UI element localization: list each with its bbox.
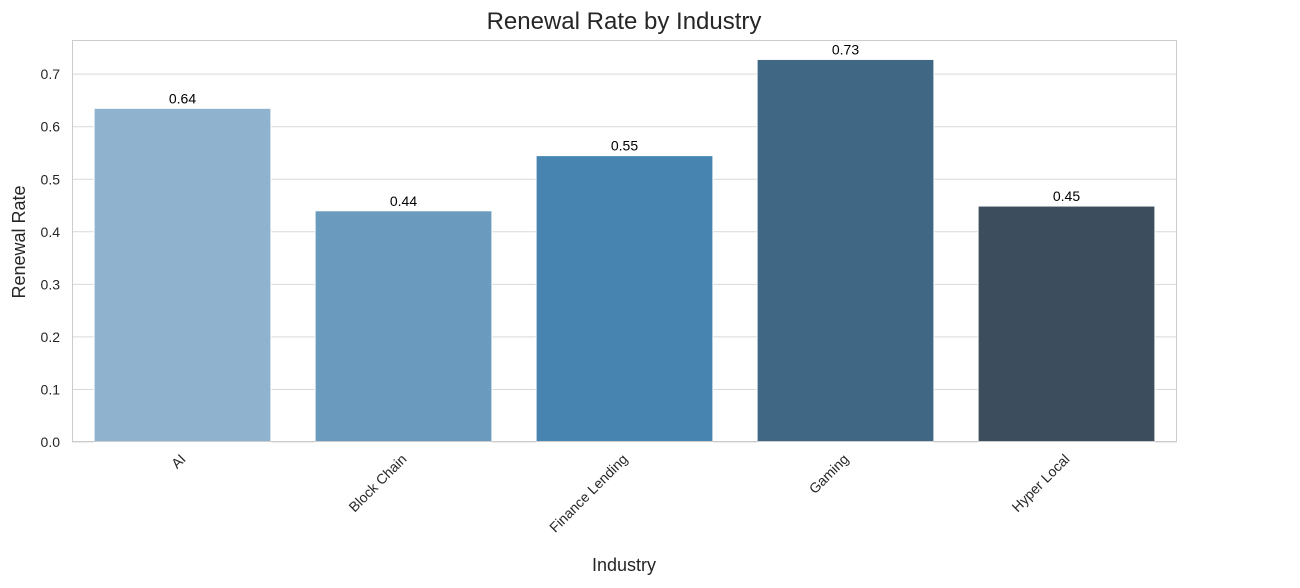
plot-border (72, 40, 1177, 442)
x-tick-label: Finance Lending (546, 451, 631, 536)
bar (977, 205, 1156, 443)
y-axis-title: Renewal Rate (9, 185, 29, 298)
plot-frame (72, 40, 1177, 442)
bar-value-label: 0.44 (390, 193, 417, 209)
x-axis-title: Industry (592, 555, 656, 575)
y-tick-label: 0.1 (41, 381, 61, 397)
x-tick-label: Gaming (806, 451, 852, 497)
y-tick-label: 0.3 (41, 276, 61, 292)
bar-value-label: 0.73 (832, 41, 859, 57)
bar (535, 155, 714, 443)
y-tick-label: 0.0 (41, 434, 61, 450)
bar (756, 58, 935, 443)
y-axis-ticks: 0.0 0.1 0.2 0.3 0.4 0.5 0.6 0.7 (41, 66, 61, 450)
bar (314, 210, 493, 443)
bar-value-label: 0.55 (611, 138, 638, 154)
x-tick-label: Block Chain (345, 451, 409, 515)
bar (93, 107, 272, 443)
x-tick-label: Hyper Local (1008, 451, 1072, 515)
bar-value-label: 0.64 (169, 90, 196, 106)
bar-value-label: 0.45 (1053, 188, 1080, 204)
x-axis-ticks: AI Block Chain Finance Lending Gaming Hyper … (168, 451, 1073, 536)
y-tick-label: 0.7 (41, 66, 61, 82)
y-tick-label: 0.2 (41, 329, 61, 345)
chart-title: Renewal Rate by Industry (487, 8, 762, 35)
data-labels: 0.64 0.44 0.55 0.73 0.45 (169, 41, 1080, 208)
y-tick-label: 0.6 (41, 119, 61, 135)
y-tick-label: 0.5 (41, 171, 61, 187)
y-tick-label: 0.4 (41, 224, 61, 240)
x-tick-label: AI (168, 451, 189, 472)
bars (93, 58, 1156, 443)
